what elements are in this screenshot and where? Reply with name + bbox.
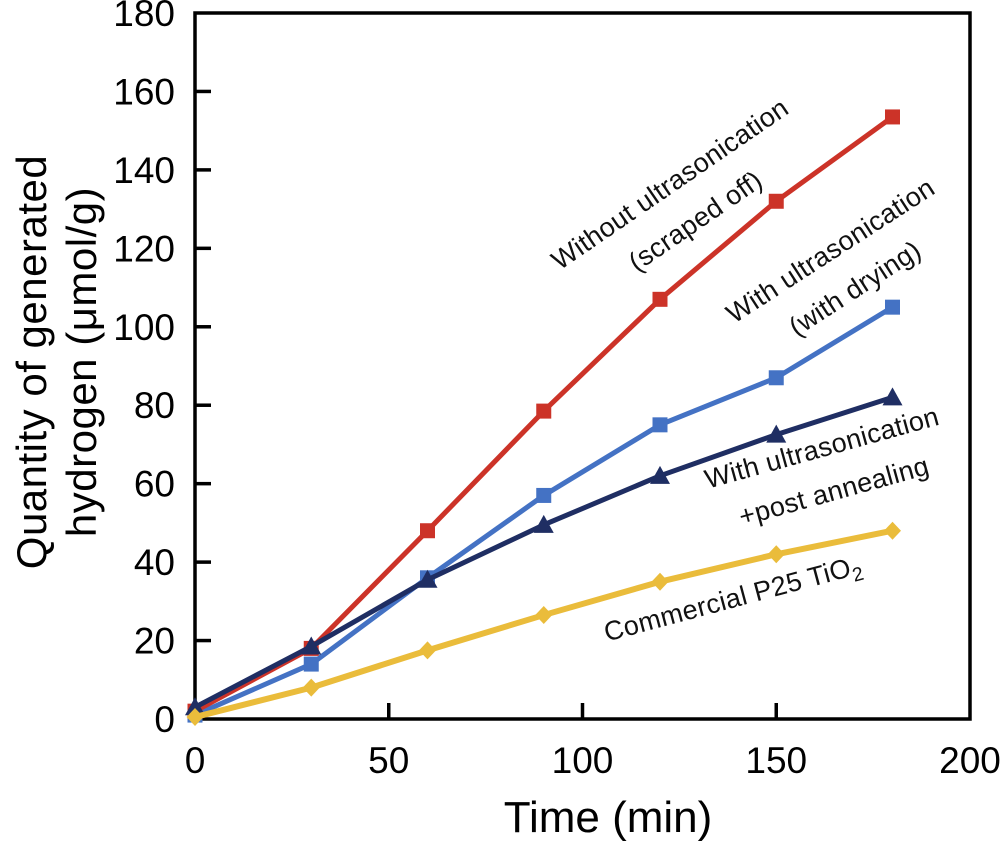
y-axis-tick-label: 100 [113, 307, 175, 348]
series-marker-commercial-p25-tio2 [535, 606, 553, 625]
series-marker-with-ultrasonication-with-drying [303, 656, 319, 672]
series-marker-with-ultrasonication-post-annealing [417, 569, 438, 588]
y-axis-title-line2: hydrogen (μmol/g) [58, 186, 105, 538]
x-axis-tick-label: 150 [745, 740, 807, 781]
series-marker-with-ultrasonication-with-drying [885, 299, 900, 315]
series-marker-commercial-p25-tio2 [651, 572, 669, 591]
series-marker-without-ultrasonication-scraped-off [536, 403, 552, 419]
y-axis-title: Quantity of generated hydrogen (μmol/g) [7, 155, 107, 569]
y-axis-tick-label: 60 [134, 464, 175, 505]
x-axis-tick-label: 0 [185, 740, 206, 781]
series-marker-with-ultrasonication-with-drying [768, 370, 784, 386]
plot-frame [193, 11, 972, 721]
series-marker-commercial-p25-tio2 [419, 641, 436, 660]
series-marker-with-ultrasonication-post-annealing [766, 424, 787, 443]
y-axis-tick-label: 80 [134, 385, 175, 426]
x-axis-title: Time (min) [503, 793, 713, 842]
series-marker-commercial-p25-tio2 [884, 521, 901, 540]
series-marker-with-ultrasonication-post-annealing [650, 465, 670, 484]
series-marker-without-ultrasonication-scraped-off [885, 109, 900, 125]
series-marker-commercial-p25-tio2 [767, 545, 785, 564]
x-axis-tick-label: 50 [368, 740, 409, 781]
y-axis-tick-label: 40 [134, 542, 175, 583]
y-axis-tick-label: 160 [113, 71, 175, 112]
x-axis-tick-label: 200 [939, 740, 1000, 781]
series-marker-without-ultrasonication-scraped-off [652, 291, 668, 307]
series-marker-commercial-p25-tio2 [302, 678, 320, 697]
y-axis-tick-label: 180 [113, 0, 175, 34]
series-marker-without-ultrasonication-scraped-off [768, 193, 784, 209]
x-axis-tick-label: 100 [552, 740, 614, 781]
y-axis-tick-label: 140 [113, 150, 175, 191]
y-axis-tick-label: 20 [134, 621, 175, 662]
series-marker-with-ultrasonication-post-annealing [301, 636, 322, 655]
y-axis-title-line1: Quantity of generated [8, 154, 55, 570]
series-marker-with-ultrasonication-with-drying [652, 417, 668, 433]
series-marker-commercial-p25-tio2 [186, 708, 204, 727]
series-marker-without-ultrasonication-scraped-off [420, 523, 435, 539]
y-axis-tick-label: 0 [154, 699, 175, 740]
series-marker-with-ultrasonication-with-drying [536, 487, 552, 503]
series-marker-with-ultrasonication-post-annealing [185, 697, 205, 716]
y-axis-tick-label: 120 [113, 228, 175, 269]
series-marker-with-ultrasonication-post-annealing [882, 387, 903, 406]
series-marker-with-ultrasonication-post-annealing [533, 514, 554, 533]
